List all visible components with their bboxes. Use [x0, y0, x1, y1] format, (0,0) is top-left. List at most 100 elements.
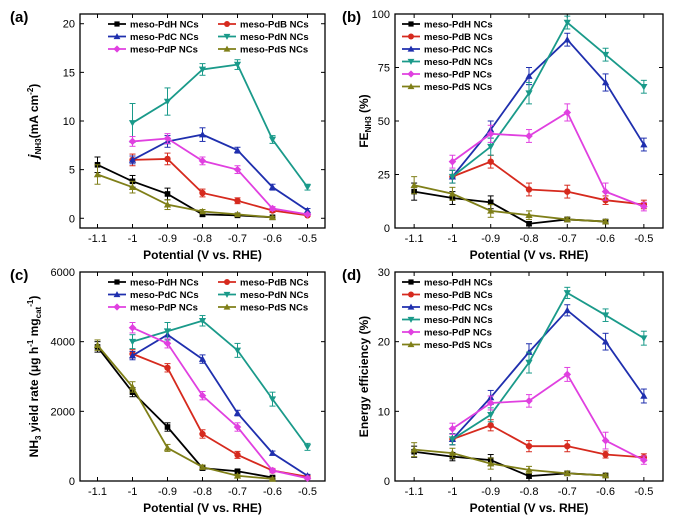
- data-point: [128, 323, 137, 332]
- data-point: [268, 449, 277, 456]
- y-tick-label: 10: [378, 406, 390, 418]
- series-meso-pdn-ncs: [448, 15, 648, 184]
- data-point: [448, 190, 457, 197]
- x-tick-label: -1: [448, 233, 458, 245]
- y-tick-label: 2000: [51, 406, 75, 418]
- data-point: [487, 143, 495, 151]
- series-line: [451, 373, 645, 461]
- series-meso-pdp-ncs: [128, 322, 312, 483]
- series-line: [132, 319, 309, 448]
- data-point: [601, 471, 610, 479]
- legend-marker: [224, 279, 230, 285]
- y-axis-label: FENH3 (%): [357, 94, 373, 147]
- series-meso-pdp-ncs: [448, 103, 648, 212]
- legend-label: meso-PdN NCs: [240, 32, 309, 43]
- x-axis-label: Potential (V vs. RHE): [143, 501, 262, 515]
- y-tick-label: 25: [378, 170, 390, 182]
- x-axis-label: Potential (V vs. RHE): [143, 248, 262, 262]
- y-tick-label: 10: [63, 116, 75, 128]
- series-line: [451, 309, 645, 440]
- data-point: [487, 199, 494, 206]
- data-point: [303, 474, 312, 483]
- data-point: [563, 36, 571, 43]
- legend-label: meso-PdB NCs: [424, 32, 493, 43]
- data-point: [640, 456, 648, 464]
- data-point: [199, 189, 206, 197]
- y-tick-label: 15: [63, 67, 75, 79]
- data-point: [525, 442, 533, 450]
- series-line: [132, 326, 308, 480]
- legend: meso-PdH NCs meso-PdB NCs meso-PdC NCs meso…: [108, 278, 309, 314]
- y-tick-label: 0: [69, 476, 75, 488]
- x-tick-label: -0.8: [520, 233, 539, 245]
- data-point: [128, 352, 137, 359]
- x-tick-label: -0.7: [558, 486, 577, 498]
- series-line: [451, 291, 645, 440]
- data-point: [128, 183, 137, 190]
- data-point: [303, 206, 312, 214]
- data-point: [233, 423, 242, 431]
- x-tick-label: -0.8: [193, 486, 212, 498]
- x-tick-label: -1: [448, 486, 458, 498]
- data-point: [128, 156, 137, 163]
- y-label-sub2: cat: [34, 306, 43, 318]
- legend-label: meso-PdS NCs: [240, 303, 308, 314]
- legend-marker: [113, 291, 121, 298]
- series-line: [413, 190, 606, 225]
- y-label-unit: (mA cm: [27, 95, 41, 139]
- y-label-sup: -2: [26, 87, 35, 95]
- chart-panel-d: -1.1 -1 -0.9 -0.8 -0.7 -0.6 -0.5 0 10 20 30 (d) Pote…: [342, 267, 664, 515]
- legend-marker: [408, 33, 414, 40]
- y-label-close: ): [27, 296, 41, 300]
- data-point: [268, 475, 277, 482]
- series-meso-pdn-ncs: [128, 59, 312, 191]
- data-point: [525, 211, 533, 218]
- data-point: [525, 90, 533, 97]
- data-point: [198, 317, 207, 325]
- series-line: [132, 137, 308, 216]
- data-point: [233, 165, 242, 174]
- data-point: [233, 210, 242, 218]
- chart-panel-c: -1.1 -1 -0.9 -0.8 -0.7 -0.6 -0.5 0 2000 4000 6000 (…: [10, 267, 326, 515]
- y-label-sup: -1: [26, 339, 35, 347]
- y-tick-label: 100: [372, 9, 390, 21]
- panel-label: (b): [342, 9, 361, 26]
- legend-label: meso-PdN NCs: [240, 290, 309, 301]
- data-point: [303, 210, 312, 219]
- y-label-close: ): [27, 84, 41, 88]
- x-tick-label: -0.9: [481, 486, 500, 498]
- x-tick-label: -1: [128, 486, 138, 498]
- y-label-unit: yield rate (μg h: [27, 347, 41, 436]
- legend-marker: [407, 58, 415, 65]
- legend-marker: [408, 291, 414, 298]
- x-tick-label: -1.1: [405, 233, 424, 245]
- data-point: [163, 134, 172, 143]
- data-point: [163, 328, 172, 335]
- series-line: [97, 163, 273, 219]
- y-axis-label: Energy efficiency (%): [357, 316, 371, 437]
- x-tick-label: -0.6: [596, 233, 615, 245]
- x-tick-label: -0.5: [634, 486, 653, 498]
- data-point: [268, 183, 277, 190]
- data-point: [199, 211, 206, 218]
- legend-marker: [114, 279, 120, 285]
- data-point: [164, 424, 171, 430]
- legend-marker: [223, 303, 231, 310]
- data-point: [563, 215, 571, 223]
- data-point: [448, 424, 457, 433]
- x-axis-label: Potential (V vs. RHE): [470, 248, 589, 262]
- data-point: [93, 341, 102, 348]
- data-point: [198, 66, 207, 74]
- data-point: [448, 449, 457, 456]
- y-axis-label: jNH3(mA cm-2): [25, 84, 43, 161]
- data-point: [128, 383, 137, 390]
- legend-label: meso-PdP NCs: [130, 303, 198, 314]
- legend-marker: [407, 303, 415, 310]
- x-tick-label: -1.1: [88, 486, 107, 498]
- legend-label: meso-PdH NCs: [424, 20, 493, 31]
- y-label-unit: (%): [357, 94, 371, 116]
- y-tick-label: 6000: [51, 267, 75, 279]
- data-point: [526, 473, 532, 479]
- legend-marker: [223, 45, 231, 52]
- data-point: [199, 430, 206, 438]
